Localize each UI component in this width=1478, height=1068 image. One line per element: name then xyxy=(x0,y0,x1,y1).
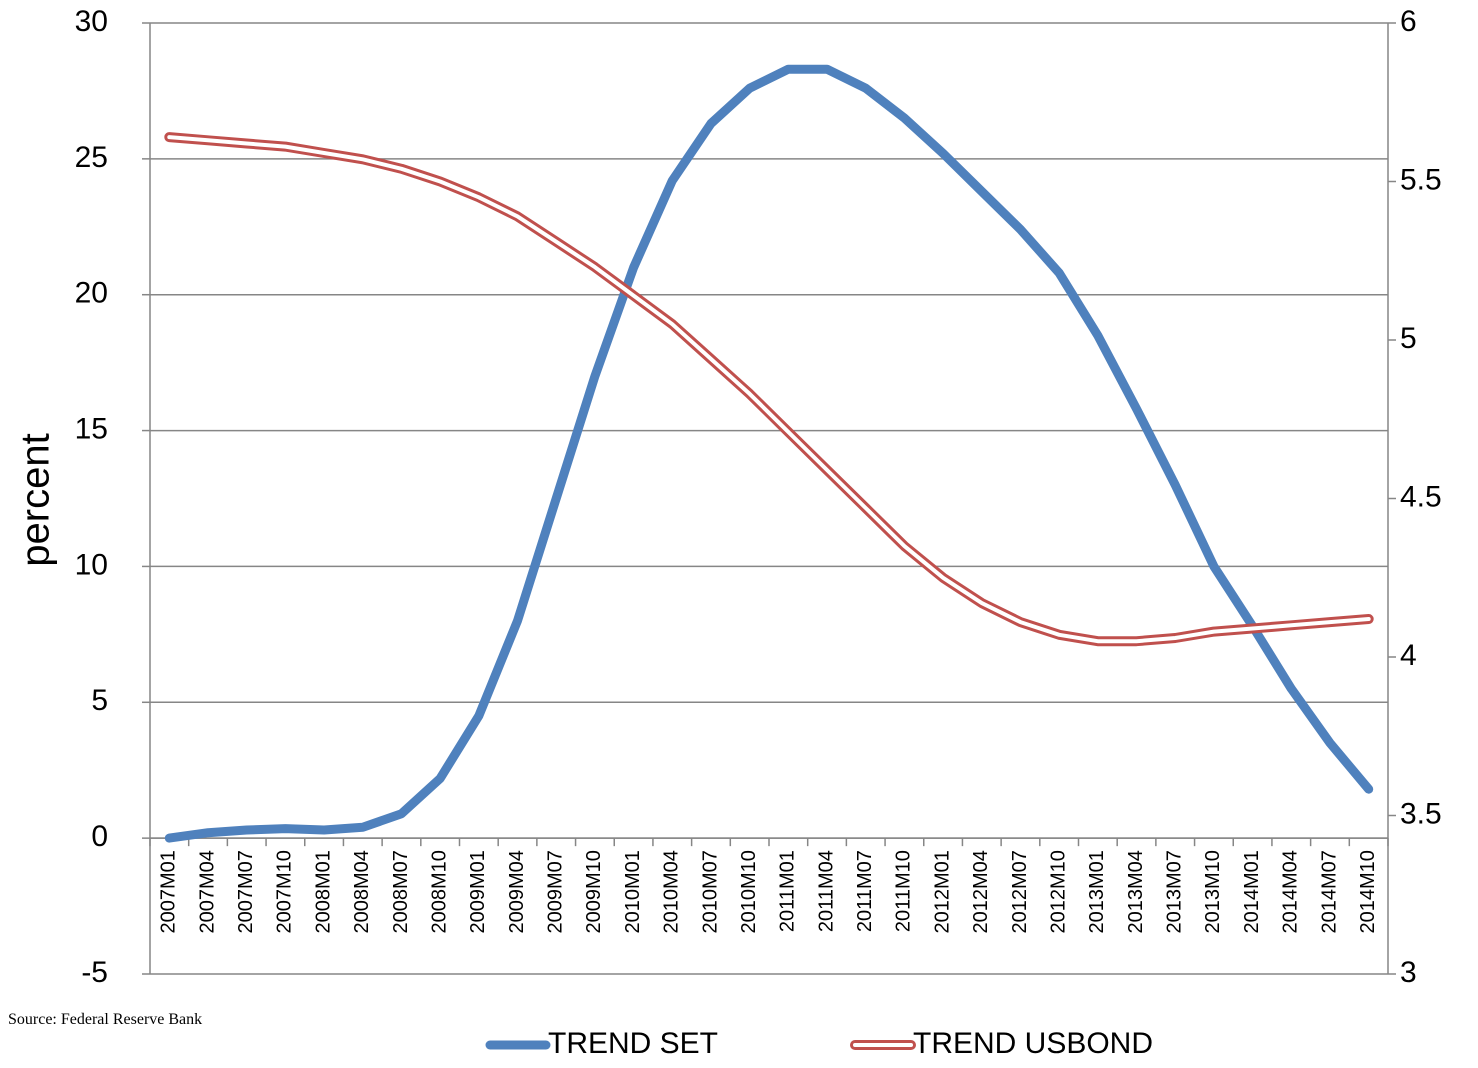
x-tick-label: 2009M04 xyxy=(506,850,528,933)
x-tick-label: 2008M07 xyxy=(390,850,412,933)
x-tick-label: 2008M10 xyxy=(428,850,450,933)
x-tick-label: 2012M07 xyxy=(1009,850,1031,933)
x-tick-label: 2013M01 xyxy=(1086,850,1108,933)
legend-label: TREND SET xyxy=(548,1027,718,1060)
y2-tick-label: 4.5 xyxy=(1400,480,1442,513)
x-tick-label: 2010M04 xyxy=(661,850,683,933)
x-tick-label: 2009M07 xyxy=(545,850,567,933)
x-tick-label: 2012M10 xyxy=(1047,850,1069,933)
x-tick-label: 2011M10 xyxy=(893,850,915,932)
x-tick-label: 2014M01 xyxy=(1241,850,1263,933)
y-tick-label: 20 xyxy=(75,277,108,310)
y-tick-label: 30 xyxy=(75,5,108,38)
y2-tick-label: 3.5 xyxy=(1400,797,1442,830)
x-tick-label: 2012M01 xyxy=(931,850,953,933)
series-line xyxy=(164,64,1374,843)
y2-tick-label: 6 xyxy=(1400,5,1417,38)
series-line-inner xyxy=(167,135,1371,644)
legend-label: TREND USBOND xyxy=(913,1027,1153,1060)
y2-tick-label: 4 xyxy=(1400,639,1417,672)
x-tick-label: 2009M01 xyxy=(467,850,489,933)
y-axis-title: percent xyxy=(14,433,58,566)
y-tick-label: -5 xyxy=(81,956,108,989)
x-tick-label: 2007M07 xyxy=(235,850,257,933)
y2-tick-label: 3 xyxy=(1400,956,1417,989)
x-tick-label: 2014M07 xyxy=(1318,850,1340,933)
x-tick-label: 2009M10 xyxy=(583,850,605,933)
x-tick-label: 2013M04 xyxy=(1125,850,1147,933)
x-tick-label: 2008M04 xyxy=(351,850,373,933)
x-tick-label: 2013M07 xyxy=(1164,850,1186,933)
x-tick-label: 2007M10 xyxy=(274,850,296,933)
x-tick-label: 2007M01 xyxy=(158,850,180,933)
x-tick-label: 2011M01 xyxy=(777,850,799,932)
y2-tick-label: 5 xyxy=(1400,322,1417,355)
source-note: Source: Federal Reserve Bank xyxy=(8,1011,202,1028)
y-tick-label: 15 xyxy=(75,412,108,445)
x-tick-label: 2010M01 xyxy=(622,850,644,933)
y-tick-label: 0 xyxy=(91,820,108,853)
x-tick-label: 2011M07 xyxy=(854,850,876,932)
x-tick-label: 2012M04 xyxy=(970,850,992,933)
x-tick-label: 2013M10 xyxy=(1202,850,1224,933)
x-tick-label: 2014M10 xyxy=(1357,850,1379,933)
y-tick-label: 10 xyxy=(75,548,108,581)
x-tick-label: 2010M07 xyxy=(699,850,721,933)
y2-tick-label: 5.5 xyxy=(1400,163,1442,196)
x-tick-label: 2010M10 xyxy=(738,850,760,933)
y-tick-label: 5 xyxy=(91,684,108,717)
x-tick-label: 2014M04 xyxy=(1280,850,1302,933)
x-tick-label: 2008M01 xyxy=(312,850,334,933)
series-line xyxy=(164,132,1374,647)
x-tick-label: 2011M04 xyxy=(815,850,837,932)
y-tick-label: 25 xyxy=(75,141,108,174)
x-tick-label: 2007M04 xyxy=(196,850,218,933)
